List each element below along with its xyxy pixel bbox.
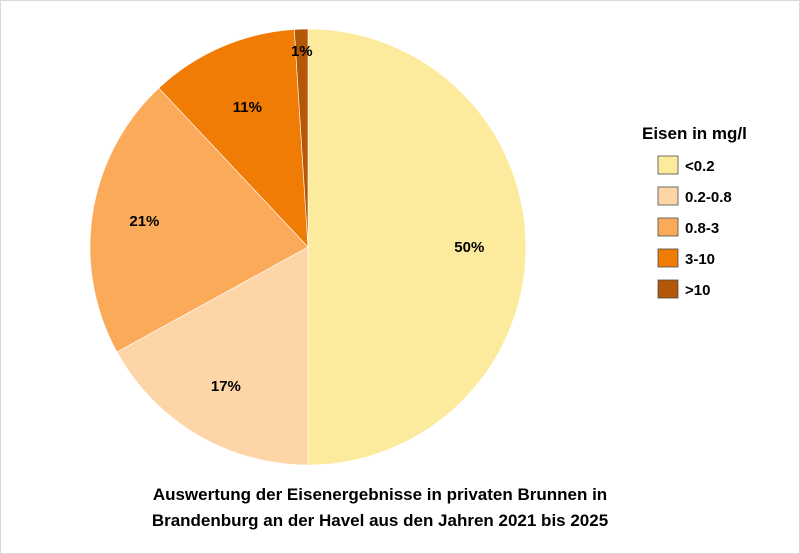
legend-swatch-0 — [657, 155, 679, 175]
legend-label-4: >10 — [685, 282, 710, 299]
pie-slice-2 — [89, 87, 309, 353]
legend-label-1: 0.2-0.8 — [685, 189, 732, 206]
slice-label-1: 17% — [211, 378, 241, 395]
legend-swatch-3 — [657, 248, 679, 268]
slice-label-2: 21% — [129, 213, 159, 230]
legend-swatch-1 — [657, 186, 679, 206]
pie-slices — [89, 28, 527, 466]
pie-labels: 50% 17% 21% 11% 1% — [129, 43, 484, 395]
slice-label-3: 11% — [233, 99, 262, 116]
slice-label-4: 1% — [291, 43, 313, 60]
pie-slice-1 — [116, 246, 309, 466]
caption-line-2: Brandenburg an der Havel aus den Jahren … — [151, 511, 609, 530]
legend: Eisen in mg/l <0.2 0.2-0.8 0.8-3 3-10 >10 — [642, 124, 747, 299]
pie-slice-0 — [307, 28, 527, 466]
legend-swatch-4 — [657, 279, 679, 299]
legend-swatch-2 — [657, 217, 679, 237]
legend-label-2: 0.8-3 — [685, 220, 719, 237]
caption-line-1: Auswertung der Eisenergebnisse in privat… — [152, 485, 608, 504]
legend-label-0: <0.2 — [685, 158, 715, 175]
pie-slice-3 — [158, 29, 309, 248]
pie-slice-4 — [293, 28, 309, 248]
legend-label-3: 3-10 — [685, 251, 715, 268]
slice-label-0: 50% — [454, 239, 484, 256]
legend-title: Eisen in mg/l — [642, 124, 747, 143]
chart-caption: Auswertung der Eisenergebnisse in privat… — [40, 482, 720, 534]
